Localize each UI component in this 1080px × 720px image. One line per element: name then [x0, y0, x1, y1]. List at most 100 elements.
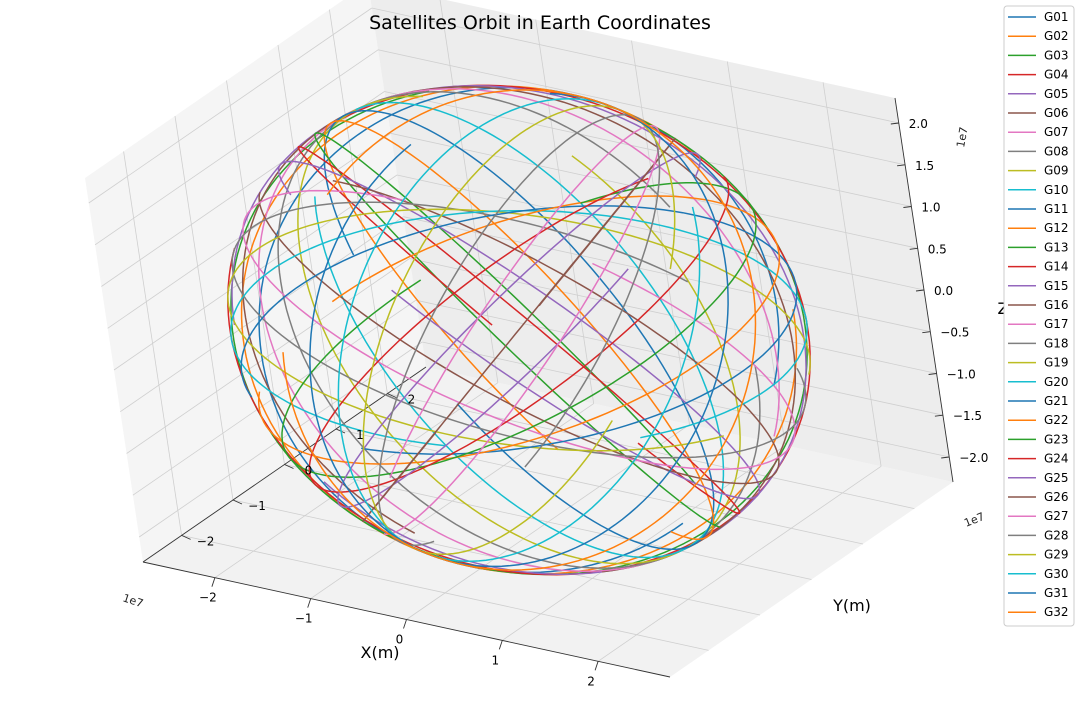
z-tick-label: 0.0	[934, 284, 953, 298]
z-grid-line	[422, 341, 950, 458]
legend-entry-label: G30	[1044, 567, 1069, 581]
legend-entry-label: G27	[1044, 509, 1069, 523]
legend-entry-label: G13	[1044, 240, 1069, 254]
y-tick-label: 2	[408, 393, 416, 407]
y-tick-label: 1	[356, 428, 364, 442]
legend-entry-label: G10	[1044, 183, 1069, 197]
axis-lines	[142, 97, 954, 678]
tick-mark	[922, 331, 931, 334]
tick-mark	[387, 393, 397, 399]
z-grid-line	[120, 216, 404, 413]
y-grid-line	[181, 535, 709, 651]
x-tick-label: 2	[587, 674, 595, 688]
z-grid-line	[384, 91, 912, 207]
tick-mark	[232, 499, 243, 505]
orbit-lines	[227, 84, 811, 576]
tick-mark	[181, 534, 191, 540]
x-tick-label: −2	[199, 591, 217, 605]
tick-mark	[403, 619, 407, 629]
orbit-line-g19	[227, 208, 811, 452]
z-grid-line	[403, 216, 931, 333]
chart-title: Satellites Orbit in Earth Coordinates	[369, 12, 711, 34]
legend-entry-label: G31	[1044, 586, 1069, 600]
legend-entry-label: G11	[1044, 202, 1069, 216]
x-tick-label: −1	[295, 612, 313, 626]
z-grid-line	[88, 7, 373, 204]
legend-entry-label: G25	[1044, 471, 1069, 485]
legend: G01 G02 G03 G04 G05 G06 G07 G08 G09 G10 G11 G12 G13 G…	[1003, 5, 1075, 627]
orbit-line-g31	[309, 92, 729, 568]
legend-entry-label: G23	[1044, 432, 1069, 446]
orbit-line-g25	[337, 152, 701, 508]
orbit-line-g23	[281, 182, 757, 479]
tick-mark	[903, 206, 912, 208]
y-tick-label: −2	[197, 534, 215, 548]
legend-entry-label: G06	[1044, 106, 1069, 120]
z-tick-label: −1.5	[953, 409, 982, 423]
legend-box	[1003, 5, 1075, 627]
legend-entry-label: G24	[1044, 452, 1069, 466]
y-grid-line	[284, 464, 812, 580]
z-tick-label: −2.0	[959, 451, 988, 465]
x-tick-label: 0	[396, 633, 404, 647]
z-grid-line	[378, 49, 906, 166]
orbit-line-g17	[242, 189, 796, 471]
orbit-line-g18	[231, 201, 807, 459]
z-grid-line	[409, 258, 937, 374]
z-tick-label: 2.0	[909, 117, 928, 131]
legend-entry-label: G21	[1044, 394, 1069, 408]
y-axis-label: Y(m)	[832, 596, 871, 615]
orbit-line-g24	[308, 176, 730, 493]
z-tick-label: 1.0	[921, 201, 940, 215]
z-grid-line	[415, 299, 943, 416]
tick-mark	[928, 373, 937, 375]
y-axis-multiplier: 1e7	[962, 510, 986, 530]
orbit-line-g32	[282, 89, 757, 571]
z-tick-label: 0.5	[928, 242, 947, 256]
x-axis-multiplier: 1e7	[121, 591, 145, 610]
orbit-line-g21	[240, 205, 798, 455]
legend-entry-label: G15	[1044, 279, 1069, 293]
z-grid-line	[396, 174, 925, 291]
legend-entry-label: G16	[1044, 298, 1069, 312]
z-grid-line	[371, 7, 899, 124]
tick-mark	[284, 464, 294, 469]
orbit-line-g20	[230, 209, 808, 447]
legend-entry-label: G29	[1044, 548, 1069, 562]
y-tick-label: −1	[248, 499, 266, 513]
legend-entry-label: G32	[1044, 605, 1069, 619]
legend-entry-label: G14	[1044, 260, 1069, 274]
legend-entry-label: G17	[1044, 317, 1069, 331]
legend-entry-label: G18	[1044, 336, 1069, 350]
axis-panes	[85, 0, 953, 677]
legend-entry-label: G04	[1044, 68, 1069, 82]
z-grid-line	[126, 258, 410, 454]
tick-mark	[498, 640, 503, 650]
legend-entry-label: G07	[1044, 125, 1069, 139]
orbit-line-g13	[314, 132, 721, 528]
z-tick-label: −0.5	[940, 326, 969, 340]
orbit-line-g14	[297, 145, 741, 515]
z-tick-label: −1.0	[947, 368, 976, 382]
legend-entry-label: G03	[1044, 48, 1069, 62]
y-grid-line	[387, 393, 915, 509]
y-tick-label: 0	[305, 464, 313, 478]
tick-mark	[941, 456, 950, 459]
tick-mark	[934, 414, 943, 417]
legend-entry-label: G20	[1044, 375, 1069, 389]
legend-entry-label: G01	[1044, 10, 1069, 24]
legend-entry-label: G26	[1044, 490, 1069, 504]
legend-entry-label: G08	[1044, 144, 1069, 158]
legend-entry-label: G05	[1044, 87, 1069, 101]
orbit-line-g11	[323, 109, 715, 551]
orbit-line-g28	[377, 114, 661, 546]
tick-mark	[915, 289, 925, 292]
x-tick-label: 1	[491, 653, 499, 667]
x-axis-label: X(m)	[360, 643, 399, 662]
tick-mark	[909, 247, 918, 250]
z-grid-line	[113, 174, 398, 371]
tick-mark	[897, 164, 906, 167]
left-pane	[85, 0, 426, 562]
tick-labels: −2 −1 0 1 2 −2 −1 0 1 2 −2.0 −1.5 −1.0 −0.5 0.0 0.5 1.0 1…	[197, 117, 989, 688]
orbit-line-g30	[337, 98, 701, 562]
